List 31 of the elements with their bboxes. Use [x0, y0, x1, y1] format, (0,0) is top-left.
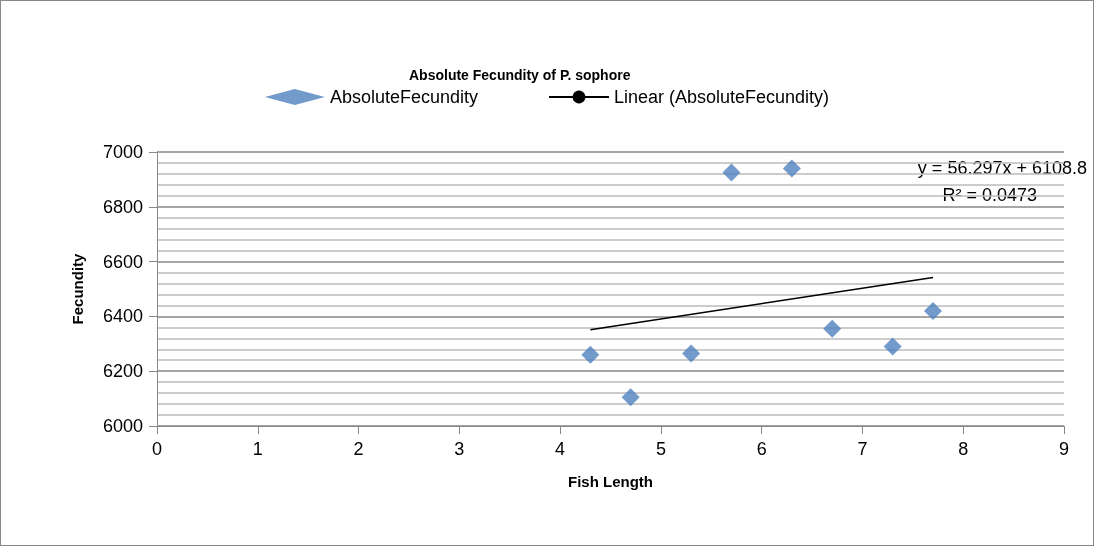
x-tick-label: 6	[756, 439, 767, 459]
x-tick-label: 0	[151, 439, 163, 459]
x-tick-label: 2	[353, 439, 364, 459]
legend-label: AbsoluteFecundity	[329, 87, 478, 107]
annotation: y = 56.297x + 6108.8	[917, 158, 1087, 178]
x-tick-label: 3	[454, 439, 465, 459]
x-tick-label: 1	[252, 439, 263, 459]
point	[782, 159, 801, 178]
y-tick-label: 7000	[102, 142, 143, 162]
y-tick-label: 6600	[102, 251, 143, 272]
x-tick-label: 4	[555, 439, 566, 459]
y-tick-label: 6000	[102, 416, 143, 436]
y-tick-label: 6800	[102, 196, 143, 217]
point	[823, 319, 842, 338]
point	[621, 388, 640, 407]
y-tick-label: 6400	[102, 306, 143, 327]
point	[923, 301, 942, 320]
x-tick-label: 8	[958, 439, 969, 459]
point	[581, 345, 600, 364]
legend-label: Linear (AbsoluteFecundity)	[613, 87, 830, 107]
point	[883, 337, 902, 356]
y-tick-label: 6200	[102, 361, 143, 382]
point	[682, 344, 701, 363]
point	[722, 163, 741, 182]
annotation: R² = 0.0473	[942, 185, 1037, 205]
x-axis-title: Fish Length	[568, 473, 653, 490]
chart-title: Absolute Fecundity of P. sophore	[409, 67, 631, 83]
x-tick-label: 7	[857, 439, 868, 459]
y-axis-title: Fecundity	[69, 252, 86, 325]
x-tick-label: 9	[1058, 439, 1070, 459]
x-tick-label: 5	[655, 439, 666, 459]
